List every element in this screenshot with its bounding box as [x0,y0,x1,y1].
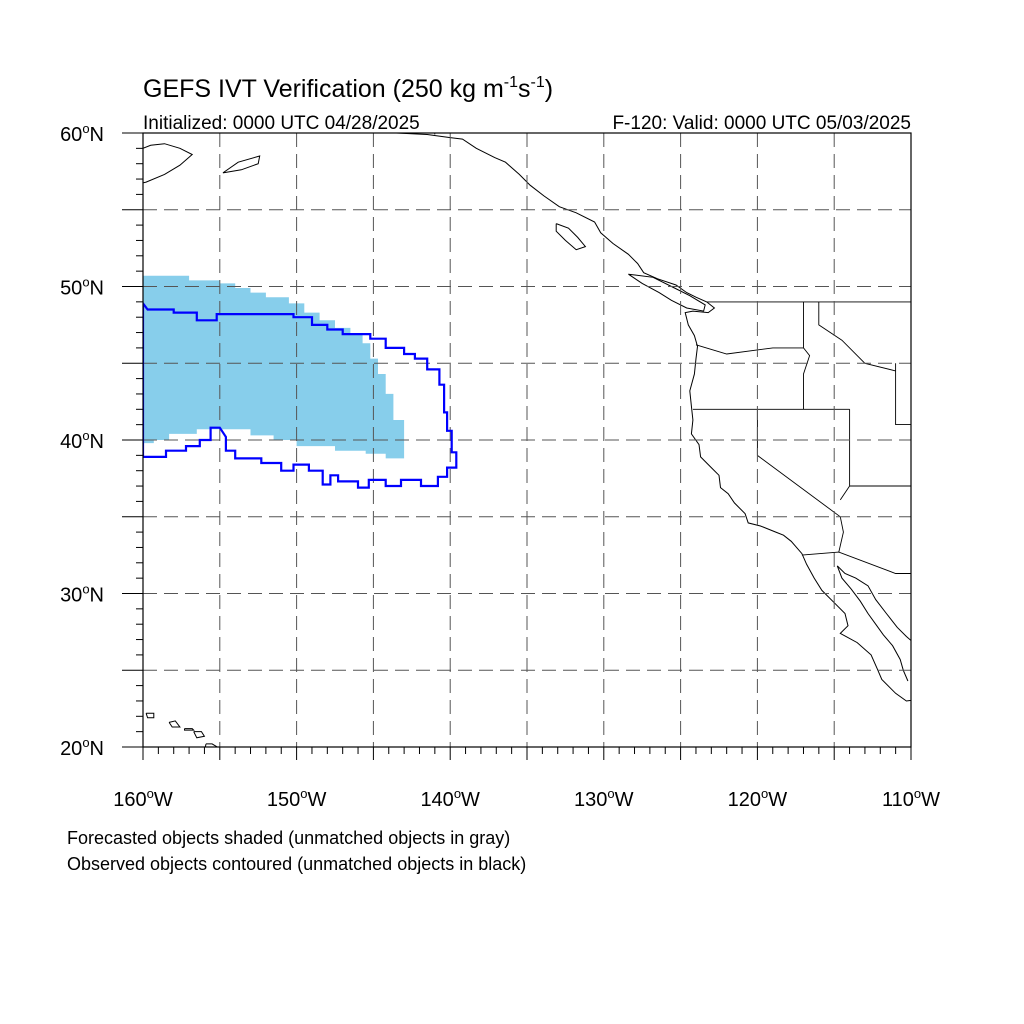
lon-label: 150oW [267,786,327,811]
border-idaho-montana-border [818,301,896,372]
political-border-layer [434,133,911,574]
coastline-maui [193,731,206,739]
lat-label: 40oN [60,428,104,453]
border-nevada-utah-border [839,409,851,501]
initialized-time: Initialized: 0000 UTC 04/28/2025 [143,113,420,134]
coastline-kauai [145,712,155,719]
coastline-kodiak-island [222,155,261,174]
border-washington-oregon-border [695,344,804,355]
coastline-layer [143,133,911,747]
lon-label: 140oW [420,786,480,811]
lat-label: 30oN [60,582,104,607]
coastline-gulf-of-california-coast [836,565,909,682]
coastline-vancouver-island [628,273,706,312]
border-california-nevada-border [756,409,841,518]
forecast-layer [143,275,405,459]
lat-label: 60oN [60,121,104,146]
lat-label: 50oN [60,275,104,300]
lon-label: 120oW [728,786,788,811]
coastline-north-american-coast [394,133,911,702]
lon-label: 160oW [113,786,173,811]
lon-label: 110oW [882,786,940,811]
grid-lines [143,133,911,747]
lon-label: 130oW [574,786,634,811]
footer-observed-note: Observed objects contoured (unmatched ob… [67,854,526,874]
latitude-labels: 60oN 50oN 40oN 30oN 20oN [60,121,104,760]
map-area [143,133,911,747]
coastline-oahu [168,720,181,728]
lat-label: 20oN [60,735,104,760]
observed-layer [143,301,458,489]
forecast-ivt-object [143,275,405,459]
map-frame [122,132,912,760]
coastline-alaska-peninsula [143,143,194,184]
footer-forecast-note: Forecasted objects shaded (unmatched obj… [67,828,510,848]
border-wyoming-border [895,363,911,426]
coastline-hawaii-big-island [204,743,219,747]
coastline-mexican-mainland-coast [836,565,911,642]
border-oregon-idaho-border [803,347,811,410]
valid-time: F-120: Valid: 0000 UTC 05/03/2025 [612,113,911,134]
longitude-labels: 160oW 150oW 140oW 130oW 120oW 110oW [113,786,940,811]
coastline-molokai [184,728,195,731]
border-us-mexico-border [801,551,911,574]
coastline-haida-gwaii [555,223,587,251]
observed-ivt-contour [143,301,458,489]
figure-title: GEFS IVT Verification (250 kg m-1s-1) [143,74,553,103]
border-colorado-river [838,516,844,553]
